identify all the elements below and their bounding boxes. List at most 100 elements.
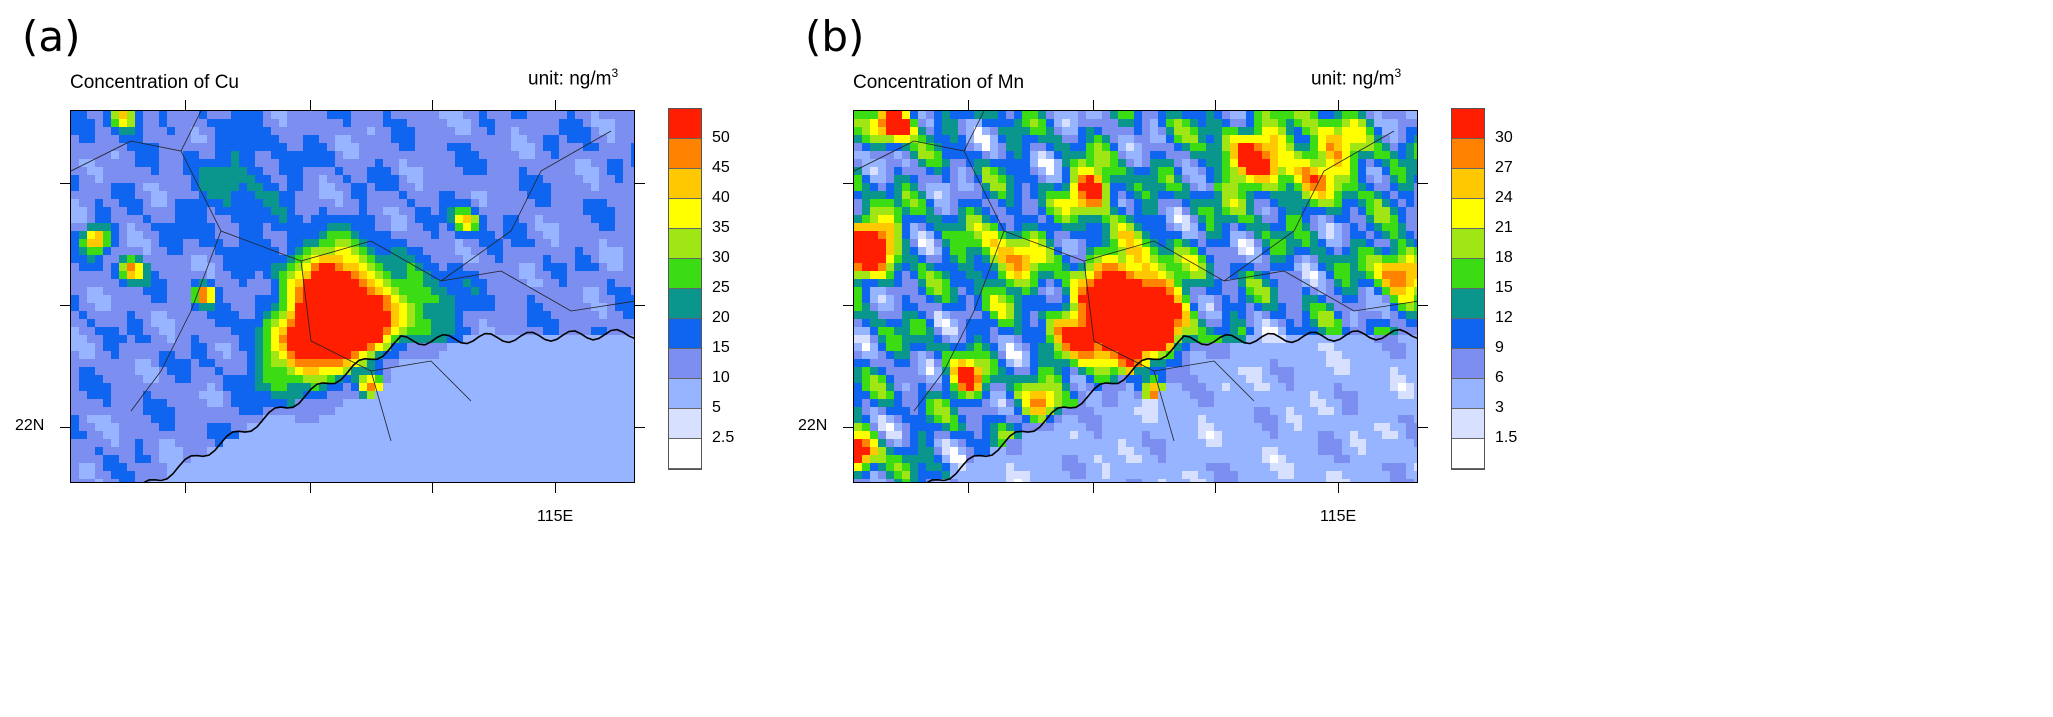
heat-cell xyxy=(1158,143,1167,152)
heat-cell xyxy=(1006,119,1015,128)
heat-cell xyxy=(1142,199,1151,208)
heat-cell xyxy=(199,351,208,360)
heat-cell xyxy=(391,311,400,320)
heat-cell xyxy=(463,463,472,472)
heat-cell xyxy=(631,327,634,336)
heat-cell xyxy=(303,479,312,482)
heat-cell xyxy=(375,471,384,480)
heat-cell xyxy=(1046,231,1055,240)
heat-cell xyxy=(183,375,192,384)
heat-cell xyxy=(1222,207,1231,216)
heat-cell xyxy=(279,439,288,448)
heat-cell xyxy=(143,391,152,400)
heat-cell xyxy=(391,199,400,208)
heat-cell xyxy=(191,263,200,272)
heat-cell xyxy=(191,343,200,352)
heat-cell xyxy=(982,231,991,240)
heat-cell xyxy=(175,127,184,136)
heat-cell xyxy=(575,239,584,248)
heat-cell xyxy=(559,119,568,128)
heat-cell xyxy=(207,367,216,376)
heat-cell xyxy=(519,399,528,408)
heat-cell xyxy=(503,439,512,448)
heat-cell xyxy=(439,287,448,296)
heat-cell xyxy=(1014,231,1023,240)
heat-cell xyxy=(1118,135,1127,144)
heat-cell xyxy=(966,255,975,264)
heat-cell xyxy=(511,135,520,144)
heat-cell xyxy=(463,479,472,482)
heat-cell xyxy=(391,143,400,152)
heat-cell xyxy=(399,231,408,240)
heat-cell xyxy=(423,279,432,288)
heat-cell xyxy=(1070,223,1079,232)
heat-cell xyxy=(255,423,264,432)
heat-cell xyxy=(207,263,216,272)
heat-cell xyxy=(103,479,112,482)
heat-cell xyxy=(1342,167,1351,176)
heat-cell xyxy=(551,439,560,448)
heat-cell xyxy=(71,439,80,448)
heat-cell xyxy=(231,391,240,400)
heat-cell xyxy=(1206,111,1215,120)
heat-cell xyxy=(511,271,520,280)
heat-cell xyxy=(351,167,360,176)
heat-cell xyxy=(479,111,488,120)
heat-cell xyxy=(383,175,392,184)
heat-cell xyxy=(1182,159,1191,168)
heat-cell xyxy=(111,439,120,448)
heat-cell xyxy=(503,287,512,296)
heat-cell xyxy=(447,255,456,264)
heat-cell xyxy=(623,215,632,224)
heat-cell xyxy=(1070,279,1079,288)
heat-cell xyxy=(207,343,216,352)
heat-cell xyxy=(854,279,863,288)
heat-cell xyxy=(631,263,634,272)
heat-cell xyxy=(1262,159,1271,168)
heat-cell xyxy=(407,439,416,448)
heat-cell xyxy=(495,183,504,192)
heat-cell xyxy=(1342,111,1351,120)
heat-cell xyxy=(1078,199,1087,208)
heat-cell xyxy=(583,335,592,344)
heat-cell xyxy=(487,375,496,384)
heat-cell xyxy=(295,327,304,336)
heat-cell xyxy=(351,287,360,296)
heat-cell xyxy=(575,447,584,456)
heat-cell xyxy=(143,287,152,296)
heat-cell xyxy=(950,199,959,208)
heat-cell xyxy=(431,295,440,304)
heat-cell xyxy=(479,143,488,152)
heat-cell xyxy=(335,199,344,208)
heat-cell xyxy=(431,127,440,136)
heat-cell xyxy=(287,175,296,184)
heat-cell xyxy=(1262,239,1271,248)
heat-cell xyxy=(351,207,360,216)
heat-cell xyxy=(399,463,408,472)
heat-cell xyxy=(1150,231,1159,240)
heat-cell xyxy=(327,295,336,304)
heat-cell xyxy=(1294,271,1303,280)
heat-cell xyxy=(423,351,432,360)
heat-cell xyxy=(343,287,352,296)
heat-cell xyxy=(279,255,288,264)
heat-cell xyxy=(1054,223,1063,232)
heat-cell xyxy=(407,383,416,392)
heat-cell xyxy=(1286,207,1295,216)
heat-cell xyxy=(127,447,136,456)
heat-cell xyxy=(1342,279,1351,288)
heat-cell xyxy=(271,423,280,432)
heat-cell xyxy=(143,255,152,264)
heat-cell xyxy=(359,375,368,384)
heat-cell xyxy=(231,231,240,240)
heat-cell xyxy=(175,167,184,176)
heat-cell xyxy=(255,183,264,192)
heat-cell xyxy=(391,447,400,456)
heat-cell xyxy=(143,175,152,184)
heat-cell xyxy=(559,447,568,456)
heat-cell xyxy=(431,279,440,288)
heat-cell xyxy=(966,175,975,184)
heat-cell xyxy=(1142,207,1151,216)
heat-cell xyxy=(511,367,520,376)
heat-cell xyxy=(151,303,160,312)
